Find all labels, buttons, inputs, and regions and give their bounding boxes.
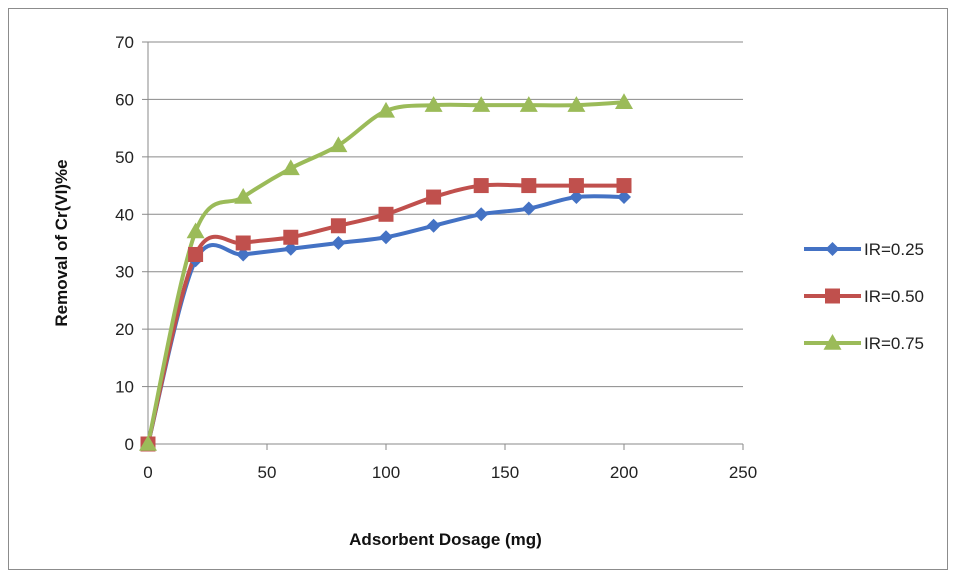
data-point-s3-40 bbox=[234, 188, 252, 204]
series-line-2 bbox=[148, 185, 624, 444]
data-point-s2-20 bbox=[188, 247, 203, 262]
y-tick-label-10: 10 bbox=[115, 378, 134, 397]
y-tick-label-50: 50 bbox=[115, 148, 134, 167]
legend-item-2: IR=0.50 bbox=[804, 287, 924, 306]
y-tick-label-30: 30 bbox=[115, 263, 134, 282]
x-axis-title: Adsorbent Dosage (mg) bbox=[349, 530, 542, 549]
y-axis-title: Removal of Cr(VI)%e bbox=[52, 159, 71, 326]
data-point-s2-80 bbox=[331, 218, 346, 233]
x-tick-label-100: 100 bbox=[372, 463, 400, 482]
legend: IR=0.25 IR=0.50 IR=0.75 bbox=[804, 240, 924, 353]
legend-label-1: IR=0.25 bbox=[864, 240, 924, 259]
series-line-3 bbox=[148, 102, 624, 444]
data-point-s2-160 bbox=[521, 178, 536, 193]
chart-frame: 0 10 20 30 40 50 60 70 0 50 100 150 200 250 IR=0.25 IR… bbox=[8, 8, 948, 570]
data-point-s2-120 bbox=[426, 190, 441, 205]
legend-marker-2 bbox=[825, 289, 840, 304]
data-point-s1-80 bbox=[331, 236, 345, 250]
data-point-s2-100 bbox=[379, 207, 394, 222]
data-point-s1-100 bbox=[379, 230, 393, 244]
data-point-s2-60 bbox=[283, 230, 298, 245]
data-point-s1-140 bbox=[474, 207, 488, 221]
y-tick-label-0: 0 bbox=[125, 435, 134, 454]
x-tick-label-200: 200 bbox=[610, 463, 638, 482]
x-tick-label-0: 0 bbox=[143, 463, 152, 482]
x-tick-label-150: 150 bbox=[491, 463, 519, 482]
y-tick-label-40: 40 bbox=[115, 205, 134, 224]
y-tick-label-60: 60 bbox=[115, 90, 134, 109]
y-tick-label-70: 70 bbox=[115, 33, 134, 52]
series-lines bbox=[148, 102, 624, 444]
x-tick-label-50: 50 bbox=[258, 463, 277, 482]
data-point-s2-180 bbox=[569, 178, 584, 193]
data-point-s1-160 bbox=[522, 202, 536, 216]
legend-label-2: IR=0.50 bbox=[864, 287, 924, 306]
data-point-s3-20 bbox=[187, 223, 205, 239]
data-point-s1-120 bbox=[427, 219, 441, 233]
data-point-s2-200 bbox=[617, 178, 632, 193]
legend-marker-1 bbox=[826, 242, 840, 256]
data-point-s2-40 bbox=[236, 236, 251, 251]
series-markers bbox=[139, 93, 633, 451]
x-tick-label-250: 250 bbox=[729, 463, 757, 482]
data-point-s2-140 bbox=[474, 178, 489, 193]
legend-item-1: IR=0.25 bbox=[804, 240, 924, 259]
axes: 0 10 20 30 40 50 60 70 0 50 100 150 200 250 bbox=[115, 33, 757, 482]
y-tick-label-20: 20 bbox=[115, 320, 134, 339]
legend-item-3: IR=0.75 bbox=[804, 334, 924, 353]
legend-label-3: IR=0.75 bbox=[864, 334, 924, 353]
